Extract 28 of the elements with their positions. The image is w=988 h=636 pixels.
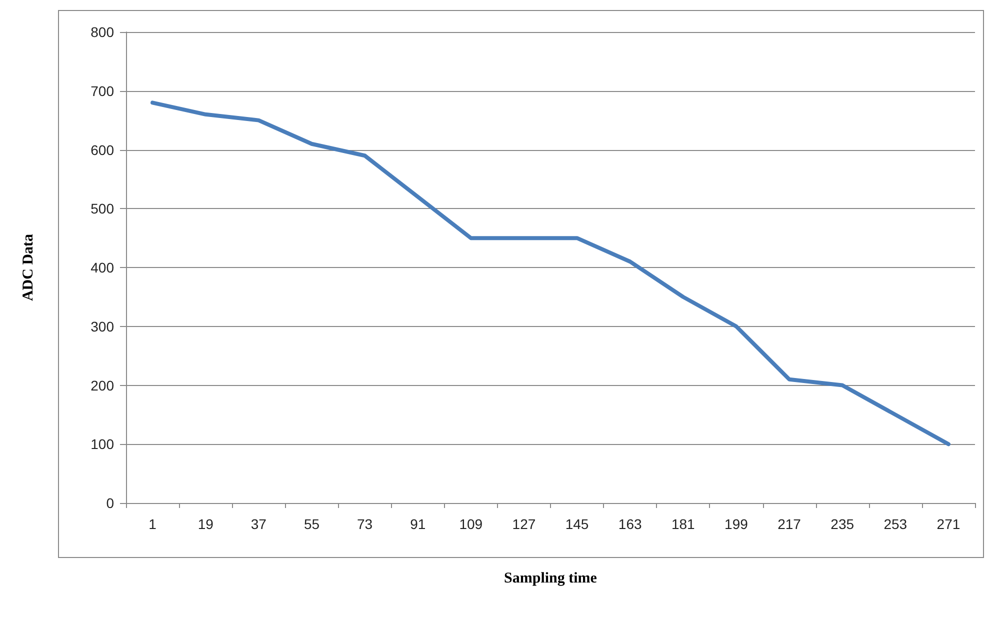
- x-tick-label: 91: [410, 516, 426, 532]
- x-tick-label: 271: [936, 516, 960, 532]
- y-axis-title: ADC Data: [20, 233, 36, 302]
- y-tick-label: 800: [90, 24, 114, 40]
- x-tick-label: 127: [512, 516, 536, 532]
- x-tick-label: 253: [884, 516, 908, 532]
- y-tick-label: 300: [90, 318, 114, 334]
- x-tick-label: 235: [830, 516, 854, 532]
- x-tick-label: 1: [148, 516, 157, 532]
- x-tick-label: 37: [250, 516, 267, 532]
- x-tick-label: 217: [778, 516, 802, 532]
- y-tick-label: 0: [106, 495, 114, 511]
- y-tick-label: 200: [90, 377, 114, 394]
- x-tick-label: 19: [198, 516, 214, 532]
- x-tick-label: 73: [356, 516, 373, 532]
- y-tick-label: 700: [90, 82, 114, 99]
- y-tick-label: 500: [90, 200, 114, 217]
- x-tick-label: 109: [459, 516, 483, 532]
- y-tick-label: 100: [90, 436, 114, 452]
- y-tick-label: 400: [90, 260, 114, 276]
- x-tick-label: 199: [724, 516, 748, 532]
- y-tick-label: 600: [90, 142, 114, 158]
- x-tick-label: 181: [671, 516, 696, 532]
- x-tick-label: 55: [304, 516, 320, 532]
- x-axis-title: Sampling time: [504, 570, 598, 586]
- x-tick-label: 145: [565, 516, 589, 532]
- x-tick-label: 163: [618, 516, 642, 532]
- line-series: [150, 100, 950, 446]
